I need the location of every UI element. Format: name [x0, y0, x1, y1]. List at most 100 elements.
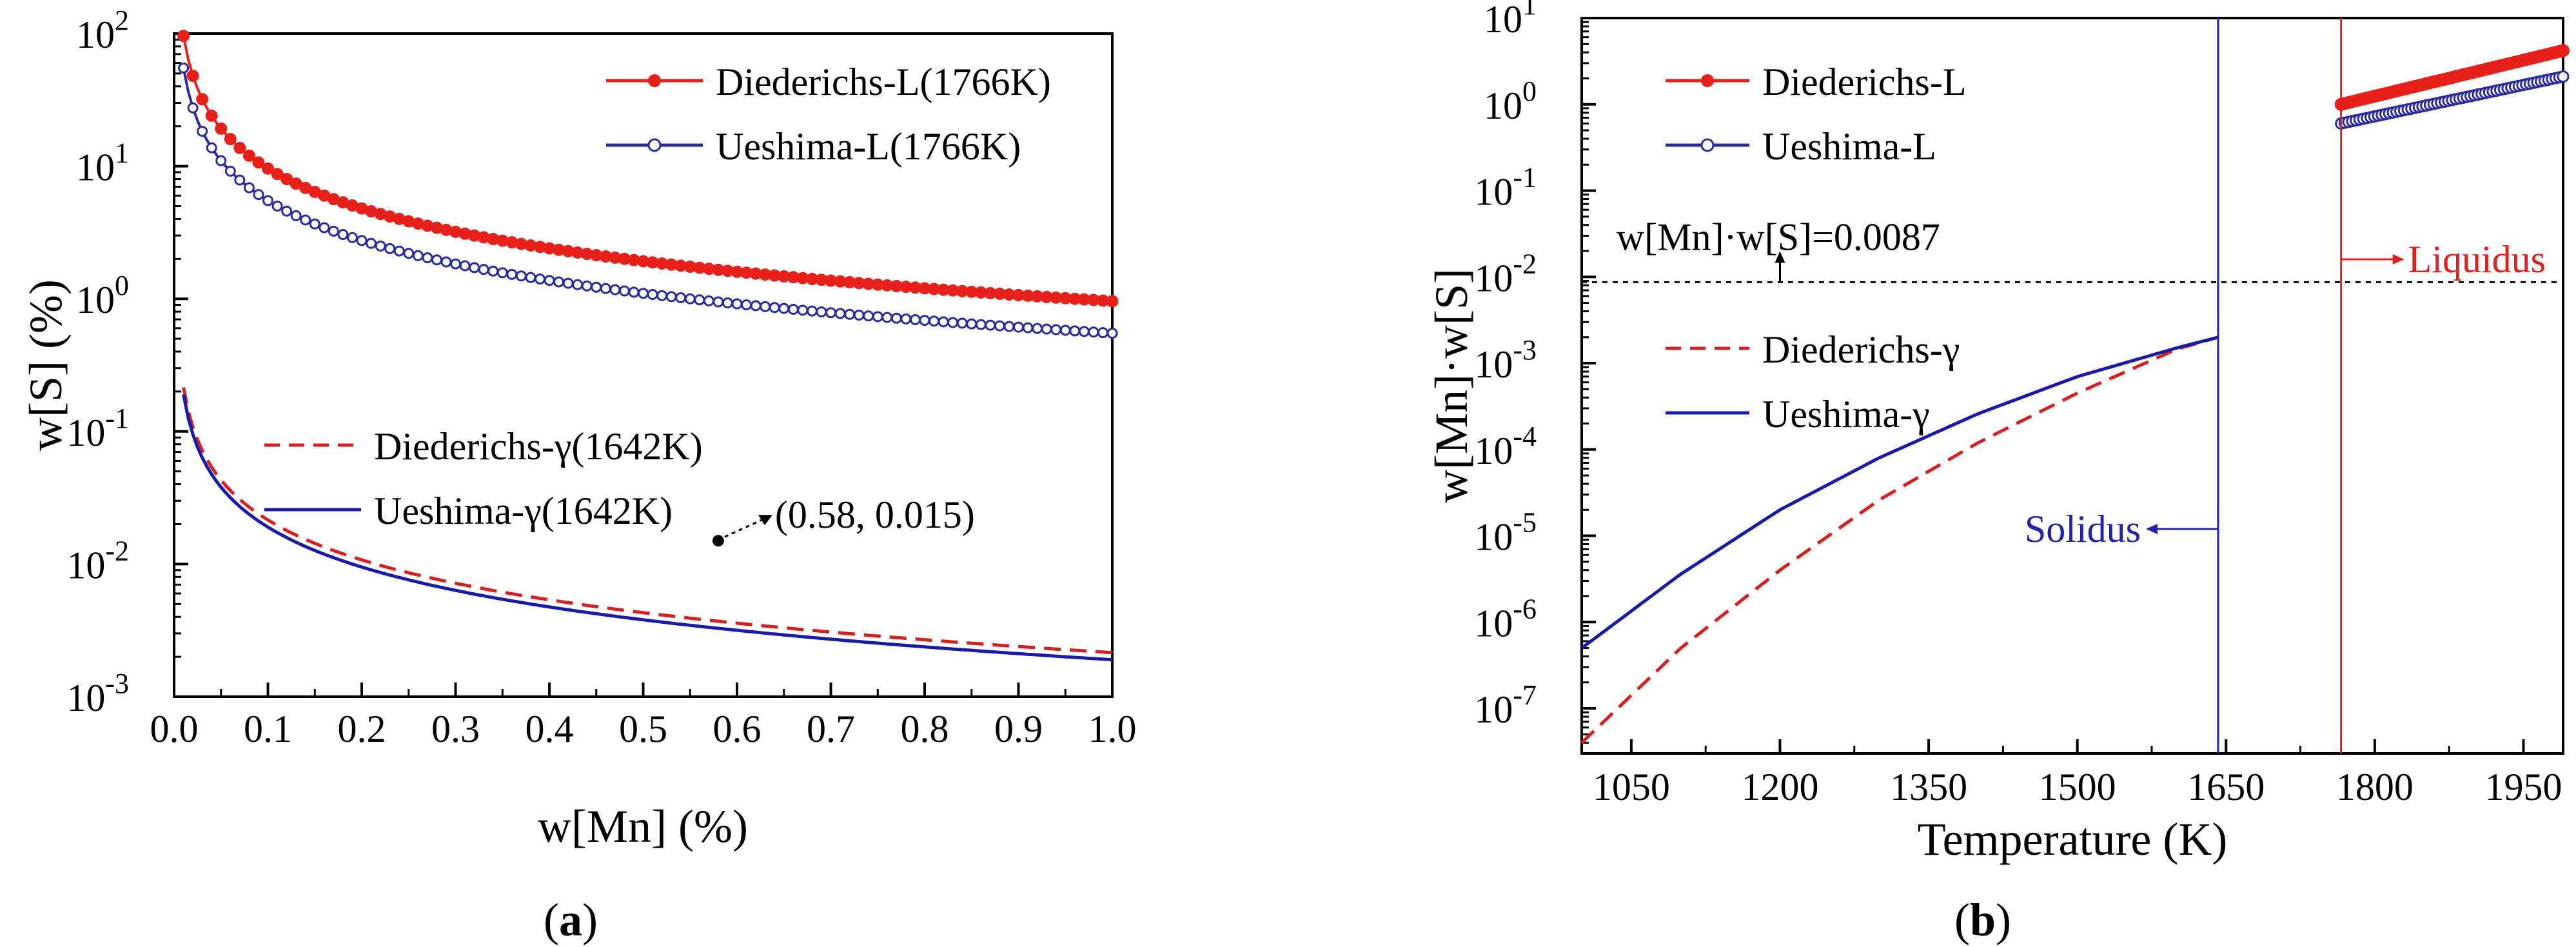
data-point: [253, 189, 264, 201]
tick-label-base: 10: [76, 146, 115, 189]
x-tick-label: 0.2: [338, 708, 386, 750]
annotation-point: [712, 535, 724, 547]
y-tick-label: 100: [1484, 75, 1537, 127]
tick-label-base: 10: [66, 544, 105, 586]
x-tick-label: 0.8: [901, 708, 949, 750]
liquidus-arrowhead: [2392, 254, 2404, 264]
data-point: [591, 281, 602, 293]
tick-label-base: 10: [1484, 85, 1522, 127]
data-point: [760, 301, 771, 312]
data-point: [1069, 325, 1081, 337]
data-point: [975, 319, 987, 330]
data-point: [346, 232, 358, 243]
tick-label-base: 10: [66, 412, 105, 454]
data-point: [581, 280, 593, 292]
data-point: [459, 260, 471, 272]
data-point: [834, 308, 846, 319]
tick-label-base: 10: [1474, 343, 1513, 386]
data-point: [1022, 322, 1034, 334]
x-tick-label: 0.5: [619, 708, 667, 750]
x-tick-label: 0.1: [244, 708, 292, 750]
data-point: [206, 142, 217, 154]
data-point: [178, 62, 190, 74]
data-point: [675, 292, 687, 304]
annotation-arrowhead: [758, 515, 772, 526]
data-point: [187, 102, 199, 114]
data-point: [506, 268, 518, 280]
data-point: [262, 195, 273, 206]
y-tick-label: 10-6: [1474, 593, 1537, 644]
y-tick-label: 10-2: [1474, 248, 1537, 299]
data-point: [205, 109, 218, 122]
data-point: [890, 312, 902, 324]
legend-marker: [647, 138, 662, 152]
data-point: [703, 295, 714, 306]
data-point: [806, 305, 818, 317]
x-tick-label: 0.9: [994, 708, 1043, 750]
tick-label-exponent: -2: [1513, 248, 1537, 279]
x-tick-label: 0.4: [526, 708, 574, 750]
liquidus-label: Liquidus: [2408, 238, 2546, 281]
data-point: [853, 309, 865, 321]
data-point: [1032, 323, 1043, 334]
data-point: [328, 225, 339, 237]
solidus-label: Solidus: [2025, 508, 2141, 550]
data-point: [863, 310, 874, 322]
x-tick-label: 0.0: [150, 708, 199, 750]
data-point: [881, 312, 893, 323]
data-point: [234, 174, 246, 186]
y-tick-label: 10-2: [66, 535, 129, 586]
legend-label: Diederichs-L: [1762, 61, 1967, 103]
data-point: [196, 93, 209, 106]
data-point: [825, 307, 836, 319]
data-point: [319, 222, 330, 234]
data-point: [290, 210, 302, 221]
reference-label: w[Mn]·w[S]=0.0087: [1617, 215, 1940, 258]
chart-panel-b: 1050 1200 1350 1500 1650 1800 195010110010-110…: [1426, 0, 2570, 946]
reference-lines: w[Mn]·w[S]=0.0087 Solidus Liquidus: [1582, 18, 2563, 753]
data-point: [356, 235, 368, 246]
data-point: [271, 200, 283, 212]
data-point: [656, 290, 668, 301]
legend-label: Diederichs-γ: [1762, 328, 1960, 371]
tick-label-exponent: 2: [115, 5, 129, 36]
data-point: [262, 162, 274, 175]
data-point: [628, 286, 640, 298]
data-point: [618, 285, 630, 297]
data-point: [900, 313, 912, 324]
data-point: [497, 267, 508, 279]
tick-label-exponent: 0: [115, 270, 129, 301]
data-point: [403, 248, 415, 259]
data-point: [197, 125, 208, 137]
legend-marker: [1700, 138, 1715, 152]
x-tick-label: 0.3: [431, 708, 480, 750]
tick-label-base: 10: [1474, 516, 1513, 559]
data-point: [469, 262, 480, 274]
annotation-layer: (0.58, 0.015): [712, 493, 975, 547]
data-point: [384, 243, 396, 254]
legend-marker: [1701, 74, 1714, 87]
y-tick-label: 10-4: [1474, 421, 1537, 472]
data-point: [544, 275, 555, 286]
data-point: [224, 165, 236, 177]
data-point: [252, 156, 265, 169]
y-tick-label: 101: [1484, 0, 1537, 41]
y-axis-label: w[S] (%): [20, 279, 72, 451]
data-point: [816, 306, 827, 317]
data-point: [1059, 324, 1071, 336]
reference-arrowhead: [1775, 251, 1785, 263]
y-tick-label: 10-1: [66, 403, 129, 454]
y-axis-label: w[Mn]·w[S]: [1426, 268, 1477, 503]
legend-label: Ueshima-γ(1642K): [374, 490, 673, 532]
tick-label-exponent: -1: [1513, 162, 1537, 194]
series-line-4: [1580, 335, 2219, 650]
x-tick-label: 0.7: [807, 708, 855, 750]
data-point: [1041, 323, 1052, 335]
data-point: [534, 274, 546, 285]
data-point: [215, 155, 227, 166]
legend-label: Ueshima-γ: [1762, 393, 1930, 435]
data-point: [450, 258, 461, 270]
series-layer: [177, 30, 1119, 662]
data-point: [431, 254, 442, 266]
data-point: [224, 133, 237, 146]
